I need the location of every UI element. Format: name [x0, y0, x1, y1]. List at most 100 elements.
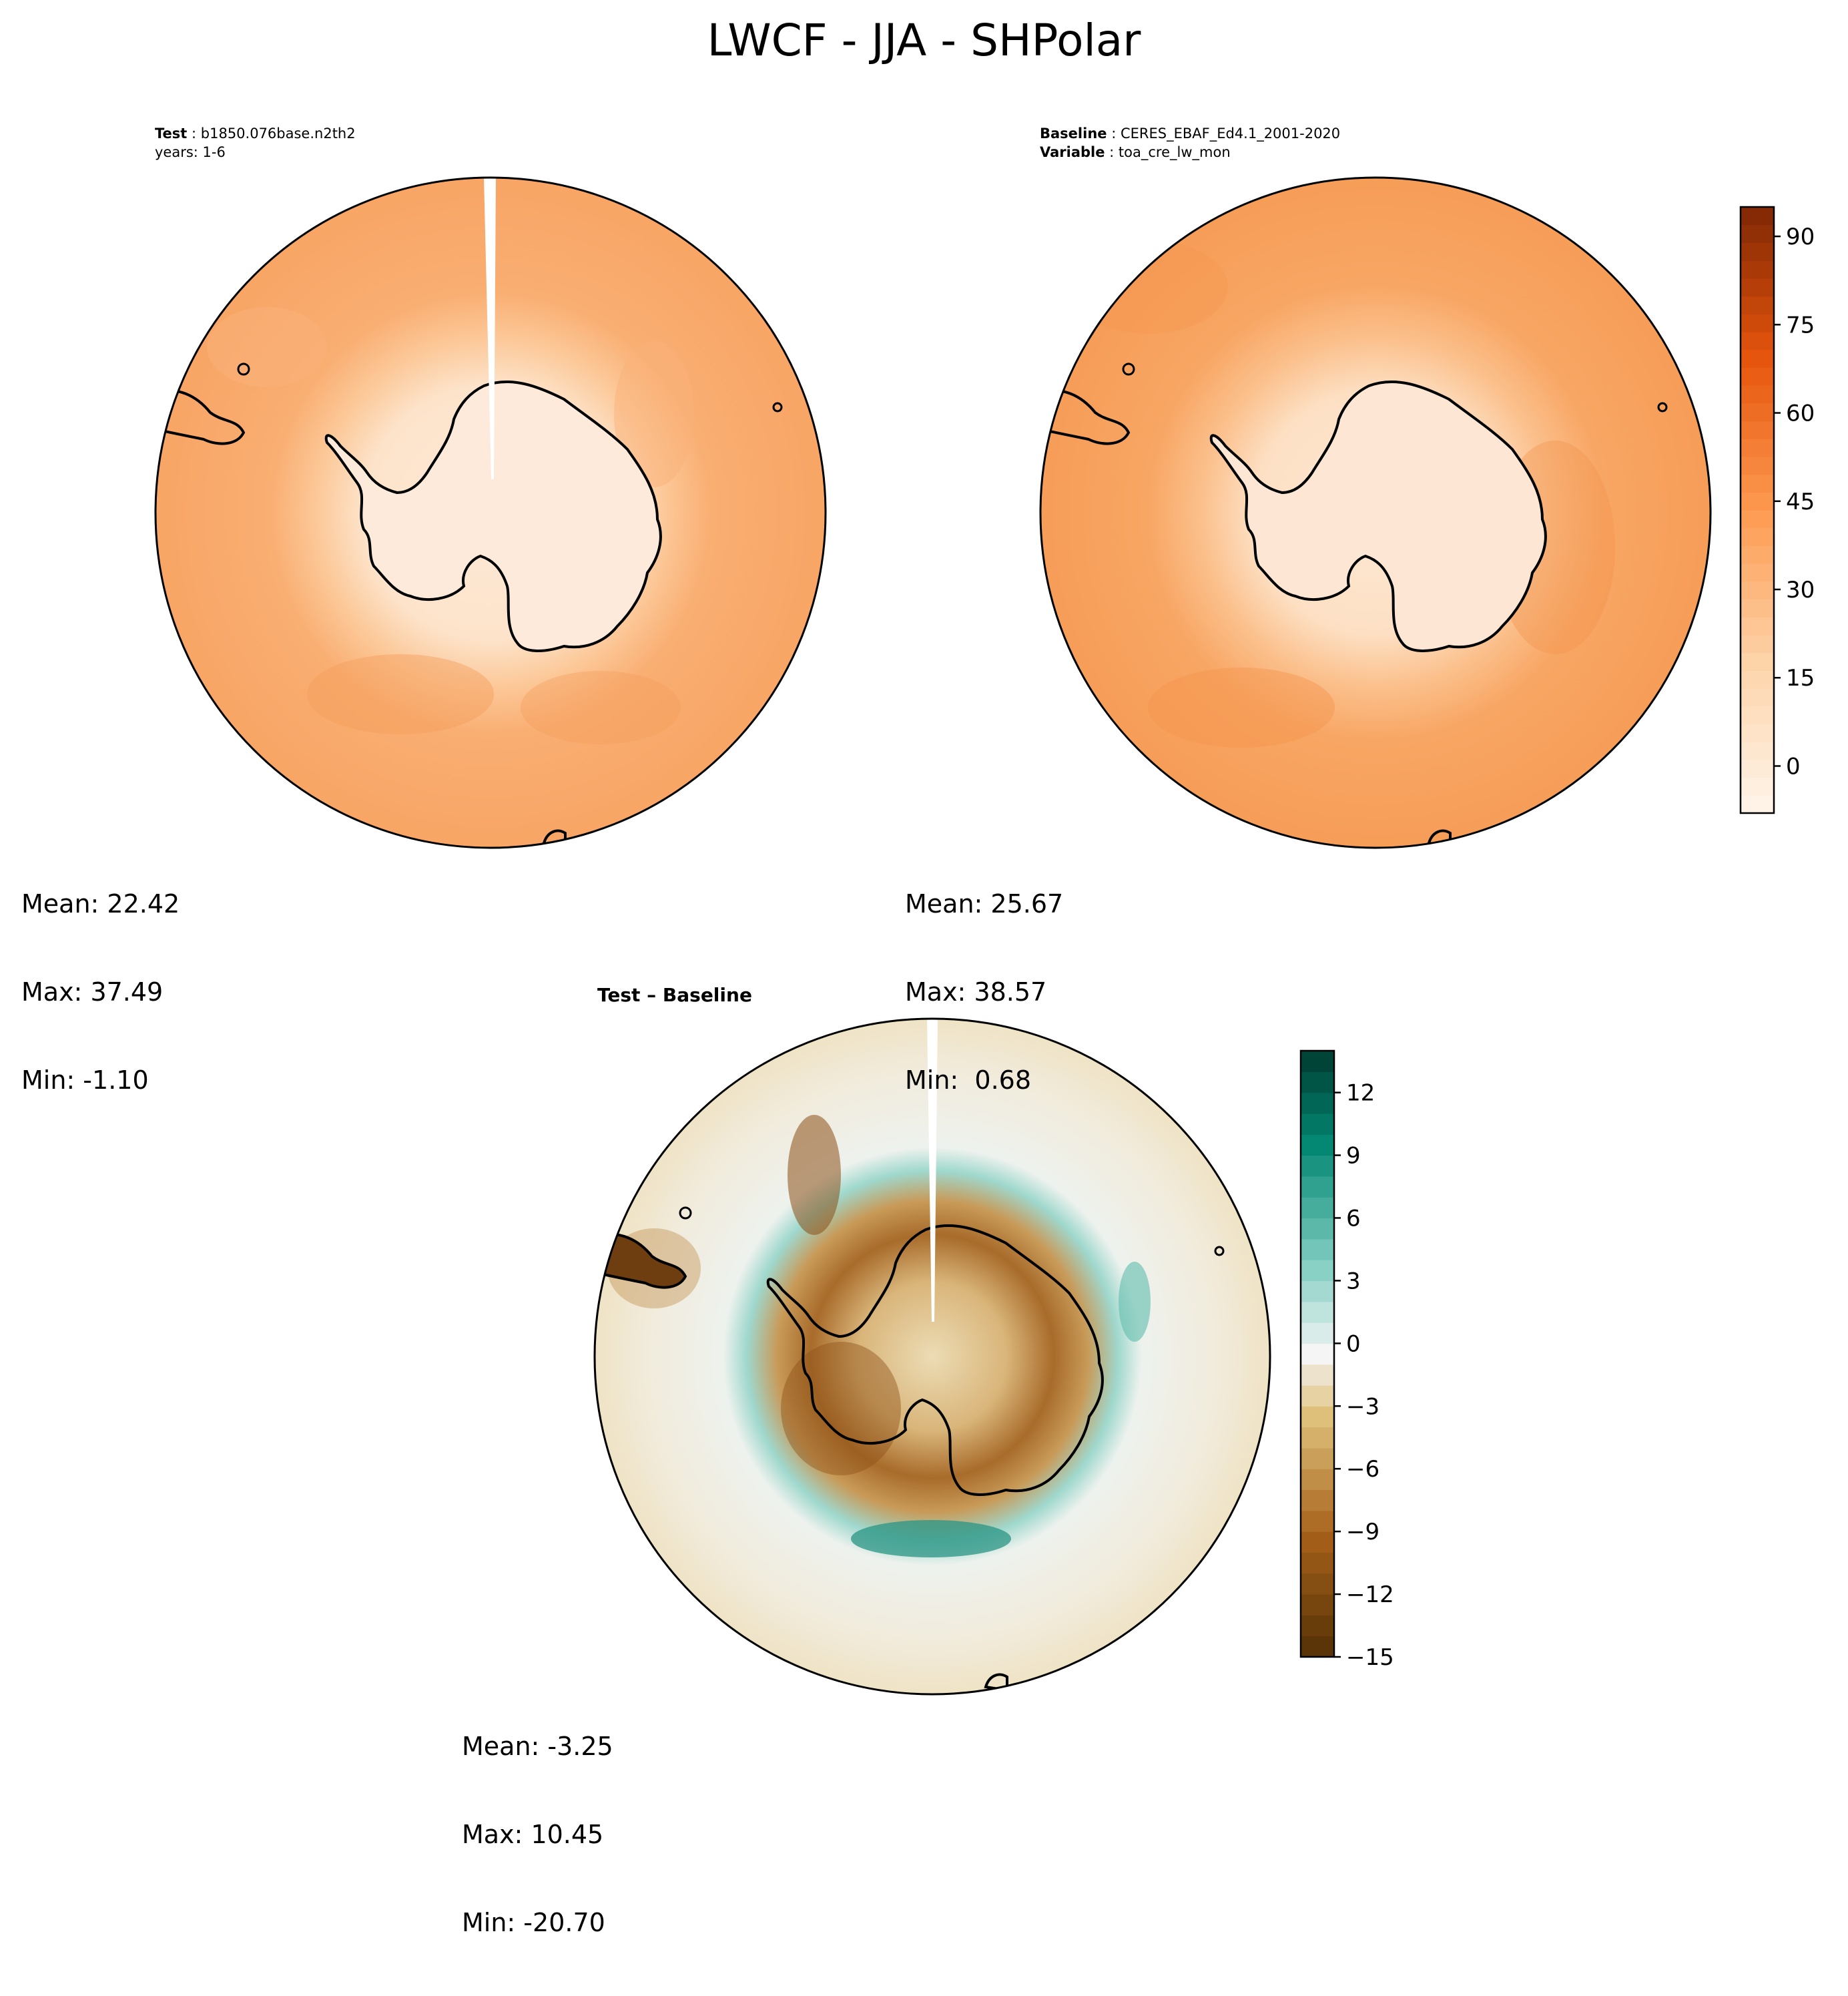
diff-stats: Mean: -3.25 Max: 10.45 Min: -20.70: [462, 1673, 613, 1996]
colorbar-frame: [1299, 1049, 1335, 1658]
diff-map: [593, 1017, 1271, 1696]
colorbar-band: [1741, 492, 1774, 511]
figure-title: LWCF - JJA - SHPolar: [707, 15, 1141, 66]
colorbar-tick-label: 3: [1346, 1268, 1361, 1294]
colorbar-band: [1741, 349, 1774, 368]
colorbar-tick-label: 30: [1786, 577, 1815, 603]
colorbar-band: [1741, 777, 1774, 796]
colorbar-band: [1741, 296, 1774, 314]
colorbar-band: [1301, 1615, 1334, 1637]
colorbar-band: [1301, 1573, 1334, 1595]
colorbar-band: [1301, 1092, 1334, 1114]
colorbar-band: [1301, 1134, 1334, 1156]
colorbar-tick-label: 6: [1346, 1205, 1361, 1232]
colorbar-band: [1741, 599, 1774, 617]
colorbar-band: [1301, 1280, 1334, 1302]
colorbar-band: [1741, 706, 1774, 725]
colorbar-band: [1301, 1510, 1334, 1532]
colorbar-band: [1301, 1364, 1334, 1386]
baseline-stats: Mean: 25.67 Max: 38.57 Min: 0.68: [905, 830, 1063, 1154]
diff-title: Test – Baseline: [597, 984, 752, 1006]
colorbar-tick-label: 15: [1786, 665, 1815, 692]
colorbar-band: [1741, 385, 1774, 404]
colorbar-band: [1301, 1155, 1334, 1177]
baseline-map: [1039, 176, 1712, 849]
colorbar-band: [1741, 474, 1774, 493]
colorbar-band: [1741, 634, 1774, 654]
colorbar-band: [1741, 278, 1774, 297]
colorbar-band: [1741, 207, 1774, 226]
test-mean: Mean: 22.42: [21, 889, 180, 919]
colorbar-band: [1741, 224, 1774, 244]
colorbar-band: [1301, 1301, 1334, 1323]
colorbar-band: [1301, 1113, 1334, 1135]
colorbar-tick-label: −15: [1346, 1644, 1394, 1671]
colorbar-band: [1301, 1427, 1334, 1449]
colorbar-band: [1741, 527, 1774, 547]
colorbar-band: [1301, 1218, 1334, 1240]
colorbar-band: [1741, 331, 1774, 350]
colorbar-band: [1741, 581, 1774, 600]
colorbar-band: [1301, 1343, 1334, 1365]
colorbar-tick-label: −6: [1346, 1456, 1379, 1483]
colorbar-frame: [1739, 206, 1775, 814]
diff-max: Max: 10.45: [462, 1820, 604, 1849]
test-header: Test : b1850.076base.n2th2 years: 1-6: [155, 126, 356, 160]
colorbar-tick-label: 12: [1346, 1080, 1375, 1107]
test-stats: Mean: 22.42 Max: 37.49 Min: -1.10: [21, 830, 180, 1154]
colorbar-tick-label: 45: [1786, 489, 1815, 515]
colorbar-band: [1741, 724, 1774, 742]
colorbar-band: [1301, 1322, 1334, 1344]
colorbar-band: [1741, 759, 1774, 778]
colorbar-tick-label: 9: [1346, 1143, 1361, 1170]
colorbar-band: [1301, 1531, 1334, 1553]
test-label-value: b1850.076base.n2th2: [200, 126, 356, 142]
colorbar-band: [1741, 545, 1774, 564]
colorbar-band: [1301, 1260, 1334, 1282]
colorbar-band: [1741, 742, 1774, 760]
colorbar-tick-label: 0: [1346, 1330, 1361, 1357]
colorbar-band: [1301, 1071, 1334, 1093]
colorbar-band: [1301, 1594, 1334, 1615]
test-min: Min: -1.10: [21, 1065, 149, 1095]
colorbar-band: [1301, 1469, 1334, 1491]
baseline-header: Baseline : CERES_EBAF_Ed4.1_2001-2020 Va…: [1040, 126, 1341, 160]
test-max: Max: 37.49: [21, 977, 164, 1007]
colorbar-band: [1741, 403, 1774, 422]
colorbar-band: [1741, 314, 1774, 332]
colorbar-tick-label: −9: [1346, 1519, 1379, 1545]
colorbar-tick-label: −12: [1346, 1581, 1394, 1608]
colorbar-band: [1741, 367, 1774, 386]
baseline-var-value: toa_cre_lw_mon: [1118, 144, 1231, 160]
colorbar-band: [1301, 1406, 1334, 1428]
colorbar-band: [1301, 1636, 1334, 1658]
colorbar-tick-label: 0: [1786, 753, 1801, 780]
colorbar-tick-label: 90: [1786, 224, 1815, 250]
colorbar-band: [1301, 1197, 1334, 1219]
baseline-min: Min: 0.68: [905, 1065, 1031, 1095]
colorbar-band: [1301, 1051, 1334, 1072]
colorbar-band: [1741, 260, 1774, 279]
diff-mean: Mean: -3.25: [462, 1732, 613, 1761]
colorbar-band: [1301, 1238, 1334, 1260]
baseline-mean: Mean: 25.67: [905, 889, 1064, 919]
colorbar-tick-label: 60: [1786, 401, 1815, 427]
colorbar-tick-label: −3: [1346, 1393, 1379, 1420]
colorbar-band: [1741, 510, 1774, 529]
colorbar-band: [1741, 617, 1774, 636]
figure: LWCF - JJA - SHPolar: [21, 15, 1815, 1937]
colorbar-band: [1741, 242, 1774, 261]
colorbar-band: [1301, 1385, 1334, 1407]
test-map: [154, 176, 827, 849]
colorbar-main: 90 75 60 45 30 15 0: [1739, 206, 1815, 814]
colorbar-band: [1301, 1447, 1334, 1469]
colorbar-diff: 12 9 6 3 0 −3 −6 −9 −12 −15: [1299, 1049, 1394, 1671]
test-years: years: 1-6: [155, 144, 226, 160]
colorbar-band: [1741, 421, 1774, 439]
colorbar-band: [1741, 652, 1774, 671]
baseline-max: Max: 38.57: [905, 977, 1047, 1007]
diff-min: Min: -20.70: [462, 1908, 605, 1937]
colorbar-band: [1741, 456, 1774, 475]
baseline-label-key: Baseline: [1040, 126, 1107, 142]
